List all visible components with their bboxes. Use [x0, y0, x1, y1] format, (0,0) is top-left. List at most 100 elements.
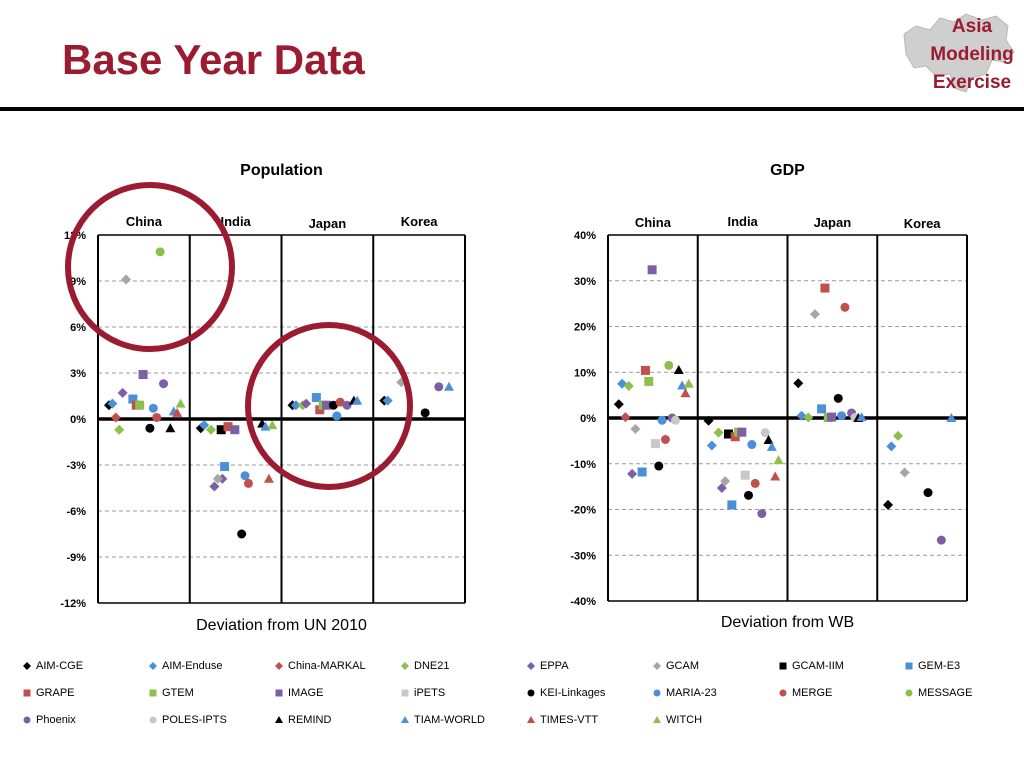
data-point [730, 432, 740, 442]
data-point [434, 382, 444, 392]
legend-label: MESSAGE [918, 687, 973, 699]
data-point [936, 535, 946, 545]
data-point [216, 425, 226, 435]
data-point [740, 470, 750, 480]
legend-item: MARIA-23 [652, 687, 717, 699]
data-point [352, 395, 363, 405]
data-point [654, 461, 664, 471]
data-point [664, 360, 674, 370]
data-point [657, 415, 667, 425]
legend-item: GEM-E3 [904, 660, 960, 672]
data-point [820, 283, 830, 293]
legend-item: iPETS [400, 687, 445, 699]
data-point [809, 309, 820, 320]
legend-label: MARIA-23 [666, 687, 717, 699]
data-point [145, 423, 155, 433]
data-point [640, 365, 650, 375]
y-tick-label: 10% [574, 367, 596, 379]
data-point [199, 420, 210, 431]
data-point [382, 395, 393, 406]
highlight-circle-china [65, 182, 235, 352]
y-tick-label: 0% [70, 414, 86, 426]
data-point [893, 430, 904, 441]
data-point [328, 400, 338, 410]
panel-header: Korea [904, 216, 942, 231]
legend-item: MESSAGE [904, 687, 972, 699]
legend-item: EPPA [526, 660, 569, 672]
legend-marker [527, 662, 535, 670]
data-point [724, 429, 734, 439]
panel-header: India [220, 214, 251, 229]
data-point [763, 434, 774, 444]
legend-marker [401, 716, 409, 723]
data-point [703, 415, 714, 426]
data-point [240, 471, 250, 481]
data-point [627, 468, 638, 479]
data-point [644, 376, 654, 386]
legend: AIM-CGE AIM-Enduse China-MARKAL DNE21 EPPA GC… [22, 660, 1012, 740]
data-point [315, 405, 325, 415]
legend-item: TIMES-VTT [526, 714, 598, 726]
legend-marker [23, 689, 31, 697]
gdp-chart: GDP 40% 30% 20% 10% 0% -10% -20% -30% -40% China In… [570, 162, 968, 631]
logo-line-1: Asia [952, 16, 993, 37]
legend-marker-square [401, 689, 409, 697]
data-point [760, 428, 770, 438]
data-point [311, 393, 321, 403]
data-point [716, 482, 727, 493]
legend-marker [779, 662, 787, 670]
legend-marker-triangle [527, 716, 535, 723]
data-point [267, 420, 278, 430]
legend-marker [905, 662, 913, 670]
data-point [620, 412, 631, 423]
data-point [110, 412, 121, 423]
data-point [613, 399, 624, 410]
legend-marker [779, 689, 787, 697]
y-tick-label: 9% [70, 276, 86, 288]
y-tick-label: 40% [574, 230, 596, 242]
data-point [159, 379, 169, 389]
y-tick-label: 20% [574, 322, 596, 334]
data-point [205, 424, 216, 435]
legend-marker [23, 716, 31, 724]
chart-title: Population [240, 162, 323, 179]
data-point [827, 412, 837, 422]
data-point [444, 381, 455, 391]
data-point [114, 424, 125, 435]
legend-marker-circle [905, 689, 913, 697]
data-point [680, 388, 691, 398]
data-point [220, 462, 230, 472]
legend-label: AIM-CGE [36, 660, 84, 672]
data-point [660, 435, 670, 445]
legend-marker [149, 716, 157, 724]
legend-label: REMIND [288, 714, 332, 726]
legend-marker-square [149, 689, 157, 697]
legend-marker-diamond [527, 662, 535, 670]
data-point [212, 473, 223, 484]
legend-label: Phoenix [36, 714, 76, 726]
data-point [766, 441, 777, 451]
data-point [138, 370, 148, 380]
y-tick-label: -20% [570, 505, 596, 517]
legend-label: EPPA [540, 660, 569, 672]
y-tick-label: -10% [570, 459, 596, 471]
panel-header: India [727, 214, 758, 229]
legend-marker-circle [23, 716, 31, 724]
data-point [121, 274, 132, 285]
legend-item: GRAPE [22, 687, 75, 699]
data-point [757, 509, 767, 519]
data-point [335, 397, 345, 407]
legend-label: DNE21 [414, 660, 450, 672]
chart-title: GDP [770, 162, 805, 179]
y-tick-label: -9% [66, 552, 86, 564]
legend-label: TIAM-WORLD [414, 714, 485, 726]
data-point [899, 467, 910, 478]
legend-marker-square [23, 689, 31, 697]
panel-header: Japan [309, 216, 347, 231]
data-point [175, 398, 186, 408]
legend-marker-square [905, 662, 913, 670]
legend-marker-square [275, 689, 283, 697]
data-point [720, 476, 731, 487]
